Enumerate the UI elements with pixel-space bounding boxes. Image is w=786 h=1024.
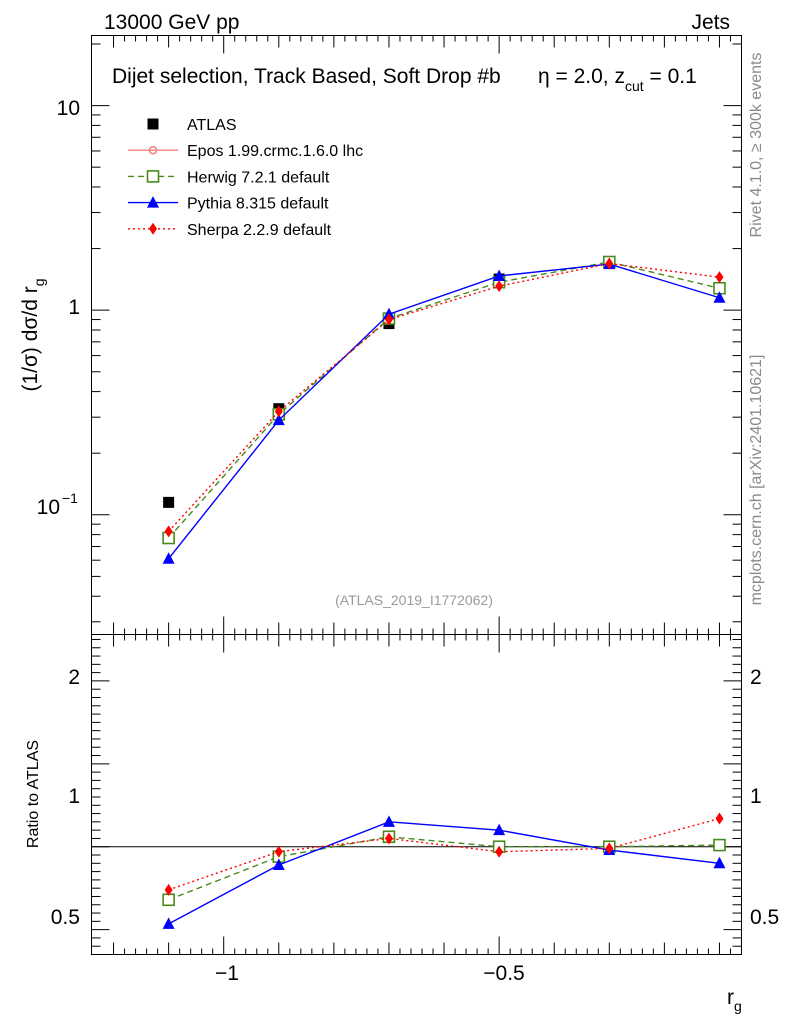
ratio-point-sherpa	[605, 842, 614, 855]
legend-label-pythia: Pythia 8.315 default	[187, 196, 329, 213]
legend: ATLAS Epos 1.99.crmc.1.6.0 lhc Herwig 7.2.…	[128, 117, 363, 239]
ratio-point-herwig	[713, 838, 726, 852]
ratio-series-line-pythia	[168, 821, 720, 925]
legend-label-herwig: Herwig 7.2.1 default	[187, 169, 330, 186]
legend-marker-epos	[148, 145, 158, 155]
main-point-sherpa	[495, 280, 504, 293]
legend-label-sherpa: Sherpa 2.2.9 default	[187, 222, 332, 239]
ratio-point-pythia	[272, 858, 285, 870]
legend-label-atlas: ATLAS	[187, 117, 237, 134]
ratio-y-tick-label-1-right: 1	[750, 785, 762, 808]
x-tick-label-minus0.5: −0.5	[483, 962, 524, 985]
main-y-ticks	[91, 43, 742, 623]
y-tick-label-0.1: 10	[37, 496, 60, 519]
main-point-pythia	[162, 552, 175, 564]
main-point-pythia	[382, 307, 395, 320]
ratio-y-tick-label-1-left: 1	[68, 785, 80, 808]
ratio-y-tick-label-0.5-right: 0.5	[750, 906, 779, 929]
ratio-point-herwig	[162, 893, 175, 907]
ratio-point-sherpa	[274, 845, 283, 858]
ratio-y-tick-label-2-right: 2	[750, 666, 762, 689]
ratio-point-sherpa	[164, 883, 173, 896]
analysis-watermark: (ATLAS_2019_I1772062)	[335, 592, 493, 608]
x-tick-label-minus1: −1	[215, 962, 239, 985]
main-point-sherpa	[274, 405, 283, 418]
ratio-point-pythia	[382, 815, 395, 827]
y-tick-label-1: 1	[68, 296, 80, 319]
legend-label-epos: Epos 1.99.crmc.1.6.0 lhc	[187, 143, 363, 160]
ratio-point-pythia	[493, 823, 506, 836]
y-tick-label-10: 10	[57, 97, 80, 120]
legend-marker-pythia	[147, 196, 159, 208]
main-series-layer	[162, 255, 726, 564]
ratio-y-tick-label-2-left: 2	[68, 666, 80, 689]
header-process: Jets	[691, 11, 730, 34]
ratio-x-ticks	[113, 634, 731, 955]
header-energy: 13000 GeV pp	[104, 11, 239, 34]
ratio-point-pythia	[162, 917, 175, 929]
main-point-atlas	[163, 496, 175, 508]
main-point-sherpa	[384, 313, 393, 326]
ratio-y-label: Ratio to ATLAS	[25, 740, 42, 848]
ratio-point-sherpa	[715, 812, 724, 825]
main-point-pythia	[713, 291, 726, 303]
rivet-version-label: Rivet 4.1.0, ≥ 300k events	[748, 53, 765, 238]
ratio-point-sherpa	[384, 832, 393, 845]
main-title-eta: η = 2.0, zcut = 0.1	[538, 65, 697, 94]
main-series-line-pythia	[168, 263, 720, 560]
ratio-y-tick-label-0.5-left: 0.5	[51, 906, 80, 929]
ratio-series-layer	[162, 812, 726, 929]
main-point-sherpa	[605, 257, 614, 270]
legend-marker-atlas	[147, 118, 159, 130]
y-tick-label-0.1-exponent: −1	[62, 490, 78, 506]
mcplots-label: mcplots.cern.ch [arXiv:2401.10621]	[748, 355, 765, 606]
legend-marker-herwig	[146, 170, 160, 183]
legend-marker-sherpa	[149, 222, 157, 235]
ratio-point-sherpa	[495, 845, 504, 858]
main-x-ticks	[113, 35, 731, 635]
main-point-pythia	[493, 269, 506, 281]
x-axis-label: rg	[727, 986, 742, 1014]
ratio-y-ticks	[91, 638, 742, 947]
main-series-line-herwig	[168, 261, 720, 539]
ratio-series-line-herwig	[168, 836, 720, 901]
ratio-panel-frame	[91, 634, 742, 955]
main-y-label: (1/σ) dσ/d rg	[19, 278, 47, 391]
main-point-sherpa	[164, 525, 173, 538]
main-point-pythia	[272, 413, 285, 426]
ratio-point-pythia	[713, 856, 726, 869]
main-series-line-sherpa	[168, 262, 720, 532]
main-point-sherpa	[715, 271, 724, 284]
main-title: Dijet selection, Track Based, Soft Drop …	[112, 65, 501, 88]
